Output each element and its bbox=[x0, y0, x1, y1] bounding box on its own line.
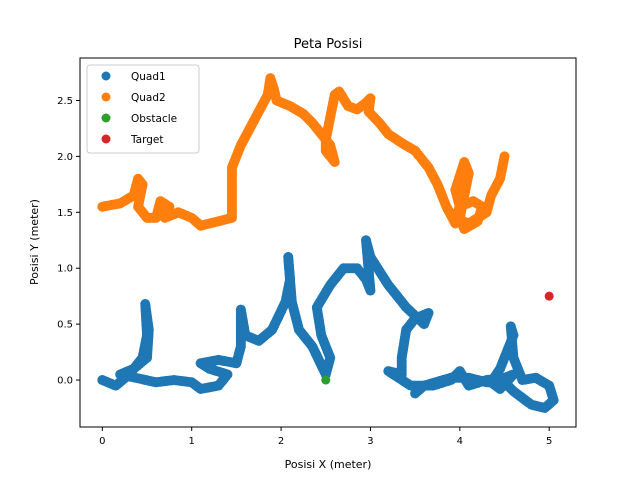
legend-marker bbox=[101, 92, 111, 102]
y-tick-label: 0.5 bbox=[57, 320, 73, 331]
data-point bbox=[410, 388, 421, 399]
legend: Quad1 Quad2 Obstacle Target bbox=[86, 64, 200, 154]
series-obstacle bbox=[321, 375, 331, 385]
x-tick-label: 1 bbox=[189, 436, 195, 447]
legend-box bbox=[86, 64, 200, 154]
legend-marker bbox=[101, 113, 111, 123]
y-tick-label: 0.0 bbox=[57, 376, 73, 387]
x-tick-label: 0 bbox=[99, 436, 105, 447]
x-axis-label: Posisi X (meter) bbox=[285, 458, 372, 471]
x-tick-label: 4 bbox=[457, 436, 463, 447]
y-tick-label: 2.0 bbox=[57, 152, 73, 163]
legend-item-quad1: Quad1 bbox=[101, 71, 166, 83]
series-quad1 bbox=[97, 235, 559, 413]
series-target bbox=[544, 291, 554, 301]
x-tick-label: 5 bbox=[546, 436, 552, 447]
legend-label: Quad1 bbox=[131, 71, 166, 83]
legend-label: Quad2 bbox=[131, 92, 166, 104]
legend-item-quad2: Quad2 bbox=[101, 92, 166, 104]
y-axis: 0.0 0.5 1.0 1.5 2.0 2.5 bbox=[57, 96, 80, 387]
legend-label: Obstacle bbox=[131, 113, 177, 125]
data-point bbox=[321, 375, 331, 385]
x-axis: 0 1 2 3 4 5 bbox=[99, 427, 552, 447]
data-point bbox=[544, 291, 554, 301]
y-tick-label: 1.0 bbox=[57, 264, 73, 275]
legend-item-obstacle: Obstacle bbox=[101, 113, 177, 125]
chart-title: Peta Posisi bbox=[294, 37, 363, 52]
y-tick-label: 2.5 bbox=[57, 96, 73, 107]
legend-marker bbox=[101, 71, 111, 81]
data-point bbox=[499, 151, 510, 162]
x-tick-label: 2 bbox=[278, 436, 284, 447]
legend-marker bbox=[101, 134, 111, 144]
x-tick-label: 3 bbox=[367, 436, 373, 447]
series-quad2 bbox=[97, 73, 510, 235]
y-tick-label: 1.5 bbox=[57, 208, 73, 219]
axes-frame bbox=[79, 57, 577, 428]
legend-label: Target bbox=[130, 134, 163, 146]
legend-item-target: Target bbox=[101, 134, 163, 146]
y-axis-label: Posisi Y (meter) bbox=[28, 199, 41, 285]
plot-area bbox=[97, 73, 559, 413]
